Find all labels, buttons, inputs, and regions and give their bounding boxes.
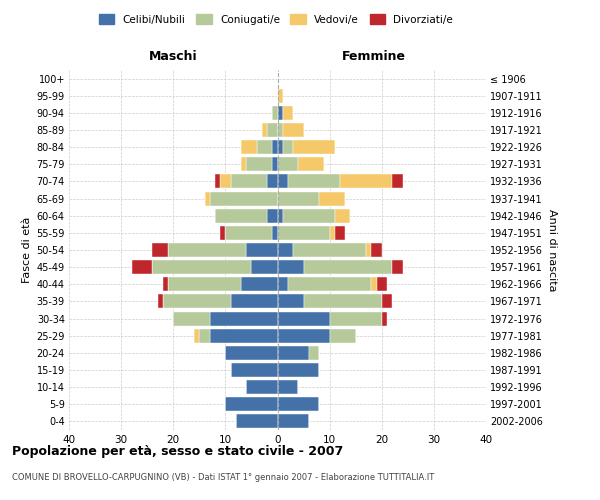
Bar	[335, 208, 350, 222]
Bar	[277, 208, 283, 222]
Bar	[272, 158, 277, 172]
Y-axis label: Anni di nascita: Anni di nascita	[547, 209, 557, 291]
Bar	[173, 312, 210, 326]
Bar	[246, 243, 277, 257]
Bar	[272, 106, 277, 120]
Bar	[309, 346, 319, 360]
Bar	[283, 140, 293, 154]
Bar	[304, 294, 382, 308]
Bar	[131, 260, 152, 274]
Legend: Celibi/Nubili, Coniugati/e, Vedovi/e, Divorziati/e: Celibi/Nubili, Coniugati/e, Vedovi/e, Di…	[95, 10, 457, 29]
Bar	[246, 380, 277, 394]
Bar	[215, 208, 267, 222]
Bar	[272, 140, 277, 154]
Bar	[152, 243, 168, 257]
Bar	[329, 328, 356, 342]
Bar	[277, 260, 304, 274]
Bar	[230, 174, 267, 188]
Bar	[277, 328, 329, 342]
Bar	[163, 278, 168, 291]
Bar	[277, 363, 319, 377]
Bar	[230, 294, 277, 308]
Bar	[304, 260, 392, 274]
Bar	[230, 363, 277, 377]
Text: Popolazione per età, sesso e stato civile - 2007: Popolazione per età, sesso e stato civil…	[12, 445, 343, 458]
Bar	[277, 158, 298, 172]
Bar	[329, 226, 335, 240]
Bar	[319, 192, 345, 205]
Bar	[226, 398, 277, 411]
Bar	[298, 158, 325, 172]
Bar	[377, 278, 387, 291]
Bar	[277, 88, 283, 102]
Bar	[241, 140, 257, 154]
Bar	[277, 380, 298, 394]
Bar	[168, 243, 246, 257]
Bar	[210, 312, 277, 326]
Bar	[277, 106, 283, 120]
Bar	[335, 226, 345, 240]
Bar	[236, 414, 277, 428]
Bar	[262, 123, 267, 137]
Bar	[366, 243, 371, 257]
Bar	[283, 123, 304, 137]
Bar	[392, 174, 403, 188]
Bar	[257, 140, 272, 154]
Bar	[277, 398, 319, 411]
Bar	[277, 123, 283, 137]
Bar	[205, 192, 210, 205]
Bar	[277, 414, 309, 428]
Bar	[246, 158, 272, 172]
Bar	[288, 174, 340, 188]
Bar	[267, 208, 277, 222]
Text: Femmine: Femmine	[341, 50, 406, 62]
Bar	[215, 174, 220, 188]
Bar	[226, 226, 272, 240]
Bar	[371, 243, 382, 257]
Bar	[382, 294, 392, 308]
Bar	[226, 346, 277, 360]
Bar	[371, 278, 377, 291]
Bar	[241, 278, 277, 291]
Bar	[277, 312, 329, 326]
Bar	[288, 278, 371, 291]
Bar	[168, 278, 241, 291]
Bar	[199, 328, 210, 342]
Bar	[277, 226, 329, 240]
Bar	[283, 208, 335, 222]
Bar	[220, 226, 226, 240]
Bar	[340, 174, 392, 188]
Bar	[392, 260, 403, 274]
Bar	[241, 158, 246, 172]
Bar	[210, 192, 277, 205]
Bar	[277, 346, 309, 360]
Bar	[293, 140, 335, 154]
Bar	[329, 312, 382, 326]
Bar	[277, 278, 288, 291]
Bar	[293, 243, 366, 257]
Bar	[158, 294, 163, 308]
Bar	[277, 192, 319, 205]
Bar	[267, 123, 277, 137]
Bar	[382, 312, 387, 326]
Bar	[210, 328, 277, 342]
Bar	[277, 140, 283, 154]
Bar	[220, 174, 230, 188]
Bar	[163, 294, 230, 308]
Bar	[152, 260, 251, 274]
Bar	[272, 226, 277, 240]
Bar	[283, 106, 293, 120]
Text: COMUNE DI BROVELLO-CARPUGNINO (VB) - Dati ISTAT 1° gennaio 2007 - Elaborazione T: COMUNE DI BROVELLO-CARPUGNINO (VB) - Dat…	[12, 472, 434, 482]
Bar	[277, 174, 288, 188]
Bar	[251, 260, 277, 274]
Text: Maschi: Maschi	[149, 50, 197, 62]
Bar	[194, 328, 199, 342]
Y-axis label: Fasce di età: Fasce di età	[22, 217, 32, 283]
Bar	[267, 174, 277, 188]
Bar	[277, 243, 293, 257]
Bar	[277, 294, 304, 308]
